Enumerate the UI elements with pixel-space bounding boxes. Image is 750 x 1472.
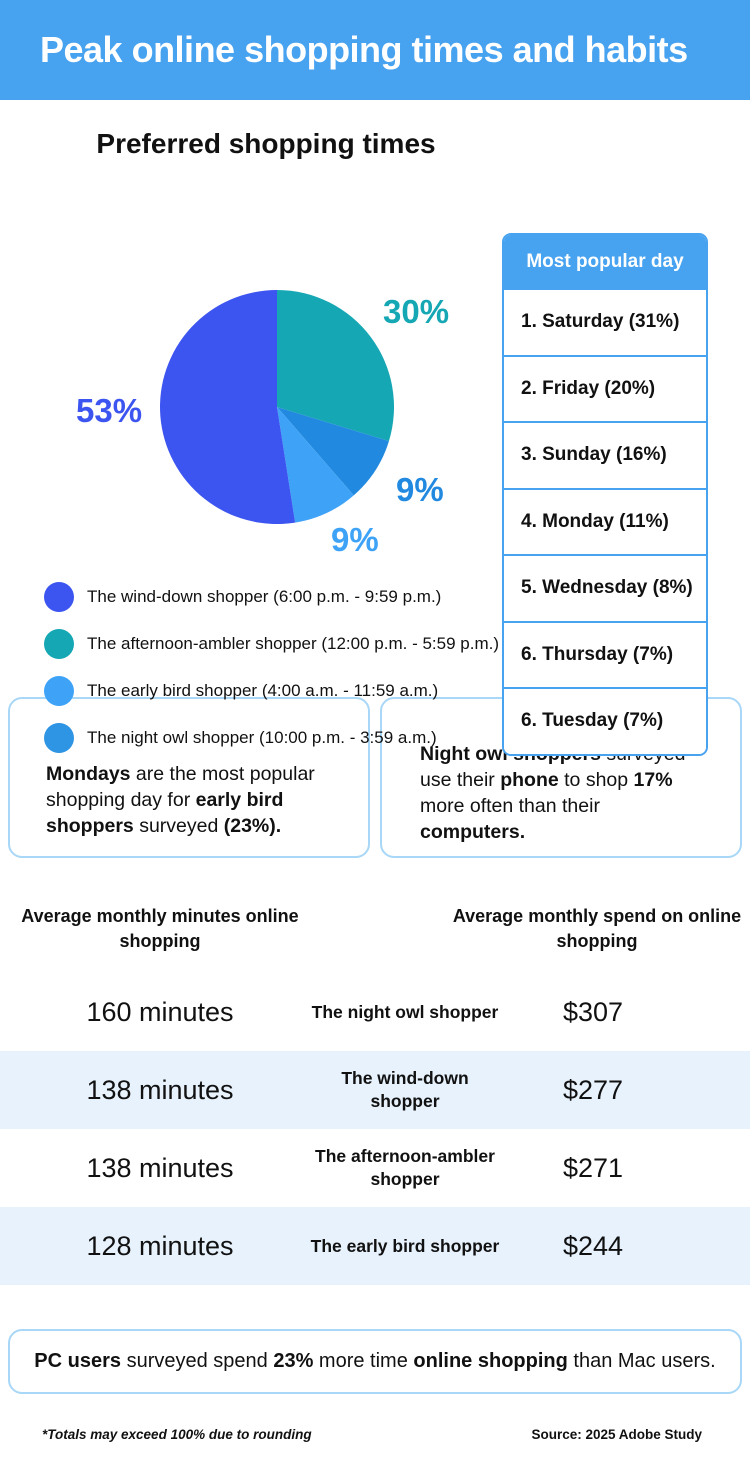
popular-day-row: 1. Saturday (31%) — [504, 288, 706, 355]
popular-day-row: 6. Tuesday (7%) — [504, 687, 706, 754]
minutes-value: 138 minutes — [86, 1074, 234, 1105]
rounding-footnote: *Totals may exceed 100% due to rounding — [42, 1427, 312, 1442]
minutes-value: 138 minutes — [86, 1152, 234, 1183]
shopper-persona: The wind-down shopper — [341, 1068, 469, 1111]
preferred-times-section: Preferred shopping times 30% 9% 9% 53% T… — [0, 100, 750, 756]
popular-day-row: 4. Monday (11%) — [504, 487, 706, 554]
pie-slice — [277, 290, 394, 442]
footer: *Totals may exceed 100% due to rounding … — [0, 1427, 750, 1442]
most-popular-day-header: Most popular day — [504, 235, 706, 288]
spend-value: $307 — [562, 996, 624, 1027]
spend-value: $271 — [562, 1152, 624, 1183]
pie-label-night-owl: 9% — [396, 471, 444, 508]
most-popular-day-table: Most popular day 1. Saturday (31%) 2. Fr… — [502, 233, 708, 756]
callout-monday: Mondays are the most popular shopping da… — [8, 697, 370, 858]
header-banner: Peak online shopping times and habits — [0, 0, 750, 100]
table-row: 160 minutes The night owl shopper $307 — [0, 973, 750, 1051]
pie-chart — [160, 290, 394, 524]
pie-legend: The wind-down shopper (6:00 p.m. - 9:59 … — [44, 582, 499, 753]
legend-swatch — [44, 582, 74, 612]
legend-label: The early bird shopper (4:00 a.m. - 11:5… — [87, 681, 439, 700]
table-row: 128 minutes The early bird shopper $244 — [0, 1207, 750, 1285]
popular-day-row-label: 4. Monday (11%) — [521, 510, 669, 532]
pie-chart-title: Preferred shopping times — [96, 128, 436, 159]
spend-column-header: Average monthly spend on online shopping — [452, 906, 742, 952]
legend-label: The wind-down shopper (6:00 p.m. - 9:59 … — [87, 587, 442, 606]
popular-day-row: 6. Thursday (7%) — [504, 620, 706, 687]
legend-item: The night owl shopper (10:00 p.m. - 3:59… — [44, 723, 499, 753]
page-title: Peak online shopping times and habits — [40, 29, 688, 70]
legend-swatch — [44, 676, 74, 706]
popular-day-row: 2. Friday (20%) — [504, 354, 706, 421]
minutes-column-header: Average monthly minutes online shopping — [21, 906, 299, 952]
pie-slice — [277, 407, 354, 523]
legend-swatch — [44, 723, 74, 753]
source-credit: Source: 2025 Adobe Study — [531, 1427, 702, 1442]
legend-label: The night owl shopper (10:00 p.m. - 3:59… — [87, 728, 437, 747]
table-row: 138 minutes The afternoon-ambler shopper… — [0, 1129, 750, 1207]
legend-item: The afternoon-ambler shopper (12:00 p.m.… — [44, 629, 499, 659]
most-popular-day-rows: 1. Saturday (31%) 2. Friday (20%) 3. Sun… — [504, 288, 706, 754]
minutes-value: 160 minutes — [86, 996, 234, 1027]
legend-item: The wind-down shopper (6:00 p.m. - 9:59 … — [44, 582, 499, 612]
popular-day-row-label: 6. Tuesday (7%) — [521, 710, 664, 732]
popular-day-row-label: 3. Sunday (16%) — [521, 444, 667, 466]
spend-value: $244 — [562, 1230, 624, 1261]
pie-slice — [160, 290, 296, 524]
minutes-spend-rows: 160 minutes The night owl shopper $307 1… — [0, 973, 750, 1285]
minutes-value: 128 minutes — [86, 1230, 234, 1261]
spend-value: $277 — [562, 1074, 624, 1105]
popular-day-row-label: 1. Saturday (31%) — [521, 311, 680, 333]
pie-label-early-bird: 9% — [331, 521, 379, 558]
legend-swatch — [44, 629, 74, 659]
minutes-spend-table: Average monthly minutes online shopping … — [0, 904, 750, 1285]
popular-day-row: 3. Sunday (16%) — [504, 421, 706, 488]
pie-slice — [277, 407, 389, 496]
pie-label-wind-down: 53% — [76, 392, 143, 429]
callout-monday-text: Mondays are the most popular shopping da… — [46, 762, 315, 838]
callout-pc-users-text: PC users surveyed spend 23% more time on… — [34, 1350, 716, 1372]
minutes-spend-headers: Average monthly minutes online shopping … — [0, 904, 750, 973]
shopper-persona: The night owl shopper — [311, 1001, 499, 1022]
legend-item: The early bird shopper (4:00 a.m. - 11:5… — [44, 676, 499, 706]
pie-label-afternoon: 30% — [383, 293, 450, 330]
shopper-persona: The afternoon-ambler shopper — [315, 1146, 495, 1189]
popular-day-row-label: 6. Thursday (7%) — [521, 643, 674, 665]
popular-day-row: 5. Wednesday (8%) — [504, 554, 706, 621]
legend-label: The afternoon-ambler shopper (12:00 p.m.… — [87, 634, 499, 653]
callout-pc-users: PC users surveyed spend 23% more time on… — [8, 1329, 742, 1394]
table-row: 138 minutes The wind-down shopper $277 — [0, 1051, 750, 1129]
shopper-persona: The early bird shopper — [310, 1235, 500, 1256]
popular-day-row-label: 5. Wednesday (8%) — [521, 577, 693, 599]
popular-day-row-label: 2. Friday (20%) — [521, 377, 656, 399]
